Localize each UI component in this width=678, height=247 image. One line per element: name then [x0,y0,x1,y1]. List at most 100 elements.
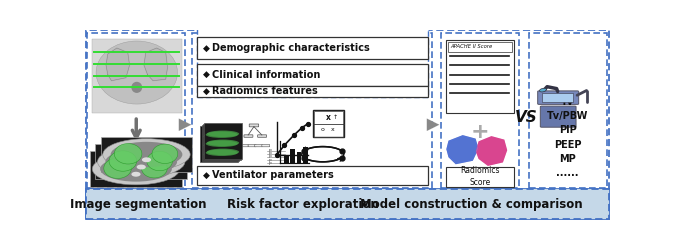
Text: p: p [268,161,271,165]
FancyBboxPatch shape [303,147,308,163]
Ellipse shape [103,139,190,170]
FancyBboxPatch shape [538,91,579,104]
Ellipse shape [115,144,142,164]
FancyBboxPatch shape [262,144,270,147]
Polygon shape [477,137,506,165]
FancyBboxPatch shape [248,144,256,147]
FancyBboxPatch shape [244,135,253,137]
FancyBboxPatch shape [448,42,512,52]
Ellipse shape [111,142,182,167]
FancyBboxPatch shape [197,23,428,97]
FancyBboxPatch shape [313,110,344,137]
FancyBboxPatch shape [197,86,428,97]
FancyBboxPatch shape [540,106,576,127]
FancyBboxPatch shape [197,166,428,185]
Ellipse shape [146,151,172,171]
Text: ◆: ◆ [203,70,210,79]
FancyBboxPatch shape [284,155,289,163]
Text: p: p [268,151,271,155]
Text: o: o [321,127,324,132]
FancyBboxPatch shape [203,124,241,160]
Text: Demographic characteristics: Demographic characteristics [212,43,370,53]
Ellipse shape [100,156,172,182]
Text: Ventilator parameters: Ventilator parameters [212,170,334,180]
FancyBboxPatch shape [193,33,432,188]
FancyBboxPatch shape [201,126,238,162]
Ellipse shape [207,140,239,146]
Text: Image segmentation: Image segmentation [70,198,207,211]
FancyBboxPatch shape [86,189,609,219]
Ellipse shape [98,146,185,178]
Text: Tv/PBW: Tv/PBW [547,111,589,121]
FancyBboxPatch shape [95,144,187,179]
Text: ↑: ↑ [329,115,338,121]
Ellipse shape [142,157,151,162]
Text: Risk factor exploration: Risk factor exploration [227,198,379,211]
Ellipse shape [142,159,167,178]
FancyBboxPatch shape [254,144,262,147]
Ellipse shape [203,142,235,149]
FancyBboxPatch shape [197,37,428,59]
Ellipse shape [96,41,178,104]
Text: PIP: PIP [559,125,576,135]
Text: MP: MP [559,154,576,164]
FancyBboxPatch shape [441,33,519,188]
Text: ......: ...... [557,168,579,178]
Text: APACHE II Score: APACHE II Score [450,44,492,49]
Text: x: x [332,127,335,132]
Ellipse shape [205,141,238,147]
Ellipse shape [203,133,235,140]
Polygon shape [447,136,478,164]
Polygon shape [106,48,129,81]
FancyBboxPatch shape [204,123,242,159]
FancyBboxPatch shape [240,144,248,147]
Text: +: + [471,122,490,142]
FancyBboxPatch shape [258,135,266,137]
FancyBboxPatch shape [197,64,428,86]
Ellipse shape [132,172,140,177]
Text: Tv: Tv [561,97,574,107]
FancyBboxPatch shape [86,189,609,219]
Text: Radiomics features: Radiomics features [212,86,318,96]
Polygon shape [447,136,478,164]
Ellipse shape [109,151,137,171]
Ellipse shape [205,149,238,156]
FancyBboxPatch shape [92,39,182,113]
Ellipse shape [92,153,180,185]
Text: ◆: ◆ [203,171,210,180]
Text: ◆: ◆ [203,87,210,96]
Text: p: p [268,148,271,152]
Ellipse shape [205,150,237,157]
FancyBboxPatch shape [446,40,513,113]
Text: PEEP: PEEP [554,140,582,150]
FancyBboxPatch shape [542,93,574,103]
Ellipse shape [105,149,177,174]
Text: x: x [326,113,331,123]
Text: ◆: ◆ [203,44,210,53]
Text: VS: VS [515,110,538,125]
FancyBboxPatch shape [250,124,259,127]
Ellipse shape [104,158,132,178]
Ellipse shape [207,130,239,137]
Ellipse shape [205,141,237,148]
Polygon shape [144,48,167,81]
Polygon shape [477,137,506,165]
FancyBboxPatch shape [201,125,239,161]
FancyBboxPatch shape [446,166,513,186]
Ellipse shape [540,88,546,92]
Text: p: p [268,154,271,159]
FancyBboxPatch shape [529,33,607,188]
FancyBboxPatch shape [296,152,301,163]
FancyBboxPatch shape [87,33,184,188]
Text: p: p [268,158,271,162]
Ellipse shape [203,151,235,158]
FancyBboxPatch shape [100,137,193,172]
Ellipse shape [207,149,239,155]
Text: Model construction & comparison: Model construction & comparison [359,198,582,211]
Ellipse shape [132,82,142,93]
Text: Clinical information: Clinical information [212,70,321,80]
Ellipse shape [205,131,238,138]
FancyBboxPatch shape [290,149,295,163]
Ellipse shape [137,165,146,169]
FancyBboxPatch shape [90,151,182,186]
